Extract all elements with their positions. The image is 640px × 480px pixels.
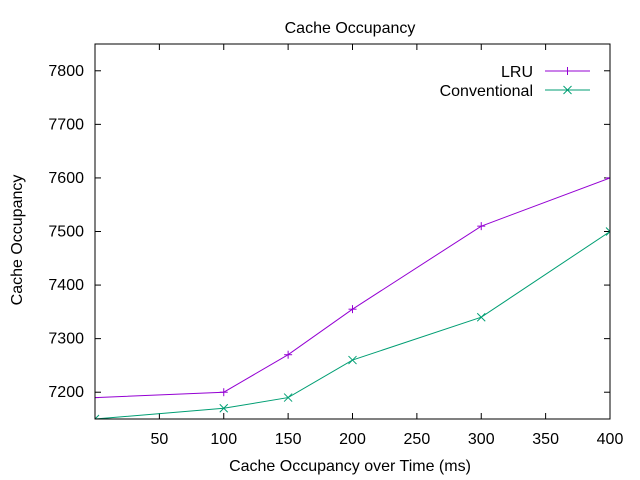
series-line-conventional [95,231,610,419]
data-point-conventional [348,355,357,365]
x-axis-title: Cache Occupancy over Time (ms) [229,458,471,475]
data-point-conventional [219,403,229,413]
x-tick-label: 250 [404,431,431,448]
series-layer [95,173,610,419]
legend-label-conventional: Conventional [440,83,533,100]
legend: LRU Conventional [440,64,590,100]
x-tick-label: 200 [339,431,366,448]
chart-title: Cache Occupancy [285,20,416,37]
data-point-lru [219,388,228,397]
y-tick-label: 7500 [48,224,84,241]
data-point-lru [477,222,486,231]
data-point-lru [95,393,99,402]
y-tick-label: 7400 [48,277,84,294]
y-tick-label: 7800 [48,63,84,80]
y-tick-label: 7600 [48,170,84,187]
series-line-lru [95,177,610,399]
legend-marker-lru [563,67,572,75]
legend-marker-conventional [563,85,572,95]
data-point-conventional [95,414,100,419]
x-tick-label: 350 [532,431,559,448]
x-tick-label: 300 [468,431,495,448]
x-tick-label: 100 [210,431,237,448]
y-axis-ticks: 7200 7300 7400 7500 7600 7700 7800 [48,63,610,401]
series-conventional [95,227,610,419]
data-point-lru [348,305,357,314]
y-tick-label: 7300 [48,331,84,348]
y-axis-title: Cache Occupancy [9,175,26,306]
plot-frame [94,43,611,420]
series-lru [95,173,610,402]
x-tick-label: 50 [150,431,168,448]
y-tick-label: 7200 [48,384,84,401]
legend-label-lru: LRU [501,64,533,81]
x-tick-label: 400 [597,431,624,448]
x-tick-label: 150 [275,431,302,448]
data-point-conventional [476,312,486,322]
data-point-conventional [283,393,293,402]
data-point-conventional [605,227,610,236]
y-tick-label: 7700 [48,116,84,133]
data-point-lru [606,173,610,182]
x-axis-ticks: 50 100 150 200 250 300 350 400 [150,44,623,448]
data-point-lru [284,350,293,359]
